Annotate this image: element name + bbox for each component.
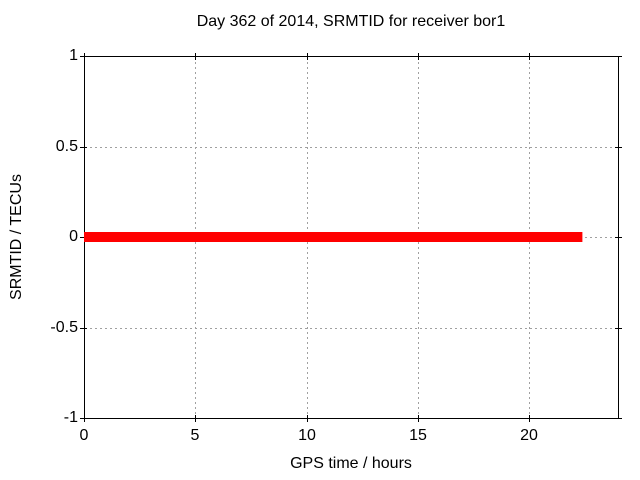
y-tick-label: -1 xyxy=(63,409,78,426)
y-tick-label: 0 xyxy=(69,228,78,245)
x-tick-label: 15 xyxy=(409,427,427,444)
x-tick-label: 5 xyxy=(190,427,200,444)
chart-title: Day 362 of 2014, SRMTID for receiver bor… xyxy=(196,13,506,30)
y-tick-label: 1 xyxy=(69,47,78,64)
x-tick-label: 10 xyxy=(298,427,316,444)
y-tick-label: -0.5 xyxy=(50,319,78,336)
x-tick-label: 20 xyxy=(520,427,538,444)
x-tick-label: 0 xyxy=(79,427,89,444)
x-axis-label: GPS time / hours xyxy=(290,455,412,472)
y-tick-label: 0.5 xyxy=(55,138,78,155)
